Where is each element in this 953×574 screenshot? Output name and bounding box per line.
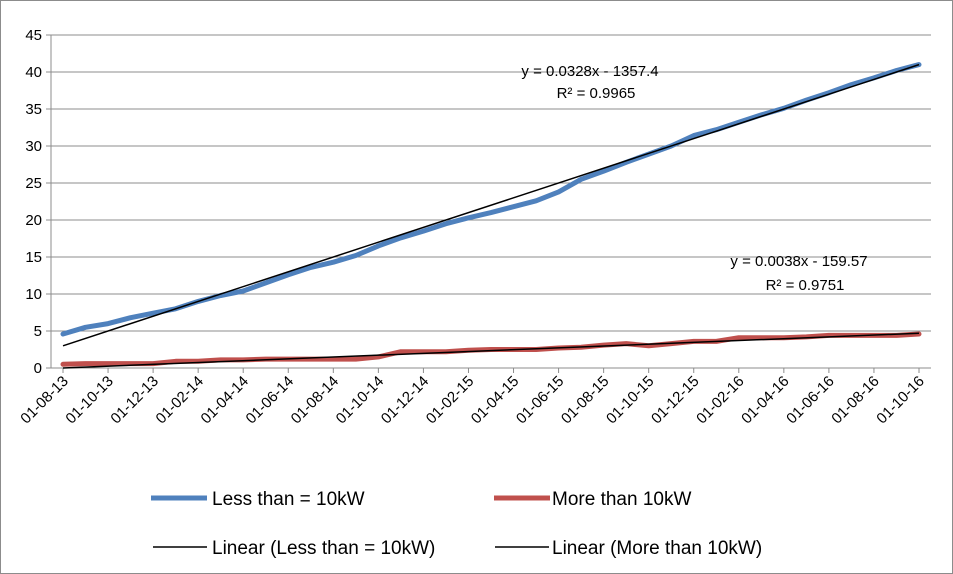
x-tick-label: 01-08-13 (17, 373, 71, 427)
y-tick-label: 25 (25, 175, 42, 192)
x-tick-label: 01-10-16 (873, 373, 927, 427)
y-tick-label: 20 (25, 212, 42, 229)
x-axis-ticks: 01-08-1301-10-1301-12-1301-02-1401-04-14… (17, 368, 928, 427)
trendline-r2: R² = 0.9751 (766, 277, 845, 294)
legend-label: Linear (More than 10kW) (552, 538, 762, 559)
x-tick-label: 01-04-15 (468, 373, 522, 427)
y-tick-label: 0 (34, 360, 42, 377)
y-axis-ticks: 0 5 10 15 20 25 30 35 40 45 (25, 27, 51, 377)
x-tick-label: 01-12-15 (648, 373, 702, 427)
trendline-equation: y = 0.0328x - 1357.4 (521, 63, 658, 80)
x-tick-label: 01-02-15 (423, 373, 477, 427)
x-tick-label: 01-10-14 (333, 373, 387, 427)
x-tick-label: 01-06-15 (513, 373, 567, 427)
x-tick-label: 01-12-13 (107, 373, 161, 427)
x-tick-label: 01-08-15 (558, 373, 612, 427)
x-tick-label: 01-06-16 (783, 373, 837, 427)
x-tick-label: 01-10-15 (603, 373, 657, 427)
y-tick-label: 45 (25, 27, 42, 44)
series-line-more-than-10kw (60, 331, 922, 367)
x-tick-label: 01-04-14 (198, 373, 252, 427)
legend-label: Linear (Less than = 10kW) (212, 538, 435, 559)
y-tick-label: 30 (25, 138, 42, 155)
y-tick-label: 35 (25, 101, 42, 118)
x-tick-label: 01-08-16 (828, 373, 882, 427)
x-tick-label: 01-08-14 (288, 373, 342, 427)
trendline-less-than-10kw (62, 63, 920, 347)
trendline-equations: y = 0.0328x - 1357.4 R² = 0.9965 y = 0.003… (521, 63, 867, 294)
axes (50, 35, 931, 369)
y-tick-label: 10 (25, 286, 42, 303)
x-tick-label: 01-12-14 (378, 373, 432, 427)
gridlines (51, 34, 931, 332)
y-tick-label: 5 (34, 323, 42, 340)
legend-label: More than 10kW (552, 489, 691, 510)
trendline-more-than-10kw (62, 332, 920, 369)
trendlines (62, 63, 920, 369)
legend: Less than = 10kW More than 10kW Linear (Le… (151, 489, 762, 559)
x-tick-label: 01-06-14 (243, 373, 297, 427)
x-tick-label: 01-10-13 (62, 373, 116, 427)
x-tick-label: 01-02-16 (693, 373, 747, 427)
x-tick-label: 01-02-14 (153, 373, 207, 427)
y-tick-label: 15 (25, 249, 42, 266)
legend-label: Less than = 10kW (212, 489, 365, 510)
y-tick-label: 40 (25, 64, 42, 81)
x-tick-label: 01-04-16 (738, 373, 792, 427)
trendline-equation: y = 0.0038x - 159.57 (730, 253, 867, 270)
trendline-r2: R² = 0.9965 (557, 85, 636, 102)
series-lines (60, 62, 922, 367)
